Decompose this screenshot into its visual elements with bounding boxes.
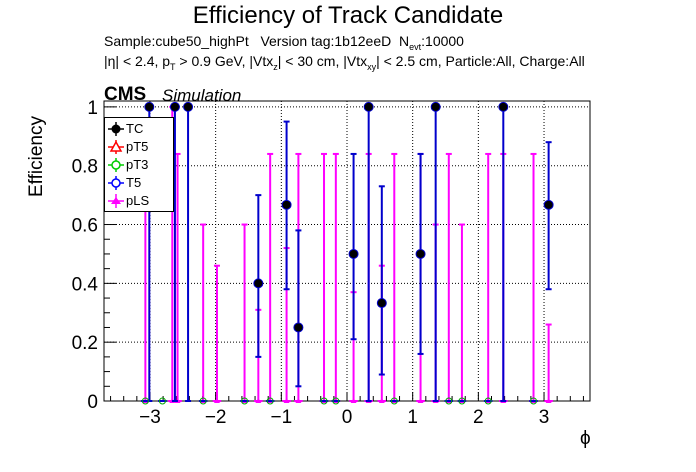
tc-zero-point	[199, 397, 207, 405]
tc-point	[293, 322, 304, 333]
tc-zero-point	[458, 397, 466, 405]
legend-marker-pt5	[108, 140, 124, 154]
pls-point	[295, 398, 302, 403]
pls-point	[255, 398, 262, 403]
cuts-sub2: z	[273, 61, 278, 72]
tc-zero-point	[266, 397, 274, 405]
y-axis-label: Efficiency	[26, 116, 47, 197]
cuts-part2: > 0.9 GeV, |Vtx	[175, 53, 274, 69]
legend-item-tc: TC	[105, 120, 175, 138]
cuts-part1: |η| < 2.4, p	[104, 53, 171, 69]
cuts-part3: | < 30 cm, |Vtx	[277, 53, 368, 69]
y-tick-label: 0	[87, 392, 98, 413]
simulation-label: Simulation	[162, 86, 242, 105]
legend-label-tc: TC	[126, 121, 144, 136]
x-tick-label: −2	[205, 407, 227, 428]
sample-info: Sample:cube50_highPt Version tag:1b12eeD…	[104, 33, 464, 52]
tc-point	[253, 278, 264, 289]
tc-zero-point	[530, 397, 538, 405]
tc-zero-point	[332, 397, 340, 405]
tc-zero-point	[141, 397, 149, 405]
legend-marker-pls	[108, 194, 124, 208]
nevt-label: N	[399, 33, 410, 49]
x-tick-label: 0	[342, 407, 353, 428]
tc-zero-point	[320, 397, 328, 405]
tc-point	[169, 101, 180, 112]
tc-point	[415, 248, 426, 259]
tc-zero-point	[390, 397, 398, 405]
tc-point	[543, 199, 554, 210]
chart-title: Efficiency of Track Candidate	[192, 2, 504, 29]
tc-point	[281, 199, 292, 210]
tc-zero-point	[484, 397, 492, 405]
legend-label-pt3: pT3	[126, 157, 149, 172]
x-tick-label: 1	[407, 407, 418, 428]
pls-point	[350, 398, 357, 403]
tc-point	[376, 298, 387, 309]
tc-point	[144, 101, 155, 112]
nevt-value: :10000	[421, 33, 464, 49]
cms-label: CMS	[104, 84, 147, 105]
legend-item-pls: pLS	[105, 192, 175, 210]
x-tick-label: −1	[270, 407, 292, 428]
y-tick-label: 0.4	[72, 274, 99, 295]
y-tick-label: 0.2	[72, 333, 98, 354]
x-tick-label: 2	[473, 407, 484, 428]
legend-label-t5: T5	[126, 175, 142, 190]
pls-point	[283, 398, 290, 403]
tc-point	[348, 248, 359, 259]
nevt-sub: evt	[409, 41, 422, 52]
tc-zero-point	[158, 397, 166, 405]
pls-point	[417, 398, 424, 403]
tc-point	[183, 101, 194, 112]
legend-item-pt5: pT5	[105, 138, 175, 156]
legend-marker-tc	[108, 122, 124, 136]
version-label: Version tag:1b12eeD	[260, 33, 392, 49]
x-axis-label: ϕ	[580, 428, 591, 449]
tc-zero-point	[241, 397, 249, 405]
pls-point	[378, 398, 385, 403]
x-tick-label: 3	[539, 407, 550, 428]
x-tick-label: −3	[139, 407, 161, 428]
legend: TC pT5 pT3 T5 pLS	[104, 117, 174, 212]
tc-point	[430, 101, 441, 112]
sample-label: Sample:cube50_highPt	[104, 33, 249, 49]
legend-item-t5: T5	[105, 174, 175, 192]
legend-item-pt3: pT3	[105, 156, 175, 174]
y-tick-label: 1	[87, 98, 98, 119]
tc-point	[498, 101, 509, 112]
legend-marker-t5	[108, 176, 124, 190]
cuts-part4: | < 2.5 cm, Particle:All, Charge:All	[376, 53, 585, 69]
pls-point	[213, 398, 220, 403]
y-tick-label: 0.8	[72, 157, 98, 178]
tc-zero-point	[445, 397, 453, 405]
cuts-info: |η| < 2.4, pT > 0.9 GeV, |Vtxz| < 30 cm,…	[104, 53, 585, 72]
y-tick-label: 0.6	[72, 216, 98, 237]
legend-label-pls: pLS	[126, 193, 150, 208]
pls-point	[545, 398, 552, 403]
cuts-sub1: T	[170, 61, 176, 72]
cuts-sub3: xy	[367, 61, 377, 72]
legend-label-pt5: pT5	[126, 139, 149, 154]
legend-marker-pt3	[108, 158, 124, 172]
tc-point	[363, 101, 374, 112]
